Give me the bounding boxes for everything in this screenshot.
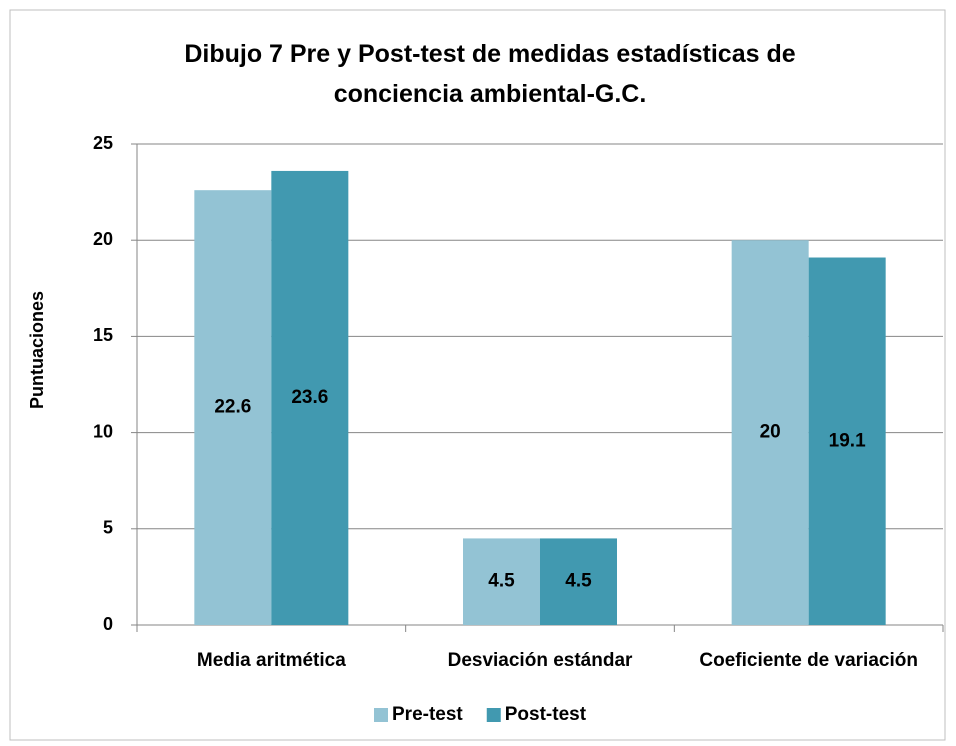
y-tick-label: 25 [93, 133, 113, 153]
x-tick-label: Media aritmética [197, 650, 346, 671]
bar [540, 538, 617, 625]
y-tick-label: 5 [103, 518, 113, 538]
y-tick-label: 20 [93, 229, 113, 249]
data-label: 4.5 [488, 571, 515, 592]
chart-title: Dibujo 7 Pre y Post-test de medidas esta… [184, 40, 796, 108]
y-tick-label: 15 [93, 325, 113, 345]
x-tick-label: Desviación estándar [448, 650, 633, 671]
chart-border [9, 9, 946, 741]
data-label: 22.6 [214, 397, 251, 418]
y-tick-label: 0 [103, 614, 113, 634]
data-label: 20 [760, 422, 781, 443]
bar [194, 190, 272, 625]
data-label: 4.5 [565, 571, 592, 592]
legend-swatch [374, 708, 388, 722]
legend-label: Post-test [505, 704, 587, 725]
bar [463, 538, 540, 625]
legend-label: Pre-test [392, 704, 463, 725]
bar [271, 170, 349, 625]
y-tick-label: 10 [93, 421, 113, 441]
bar [731, 240, 809, 625]
data-label: 23.6 [291, 387, 328, 408]
x-tick-label: Coeficiente de variación [699, 650, 918, 671]
legend-swatch [486, 708, 501, 722]
y-axis-label: Puntuaciones [27, 291, 47, 409]
data-label: 19.1 [829, 430, 866, 451]
bar [808, 257, 886, 625]
